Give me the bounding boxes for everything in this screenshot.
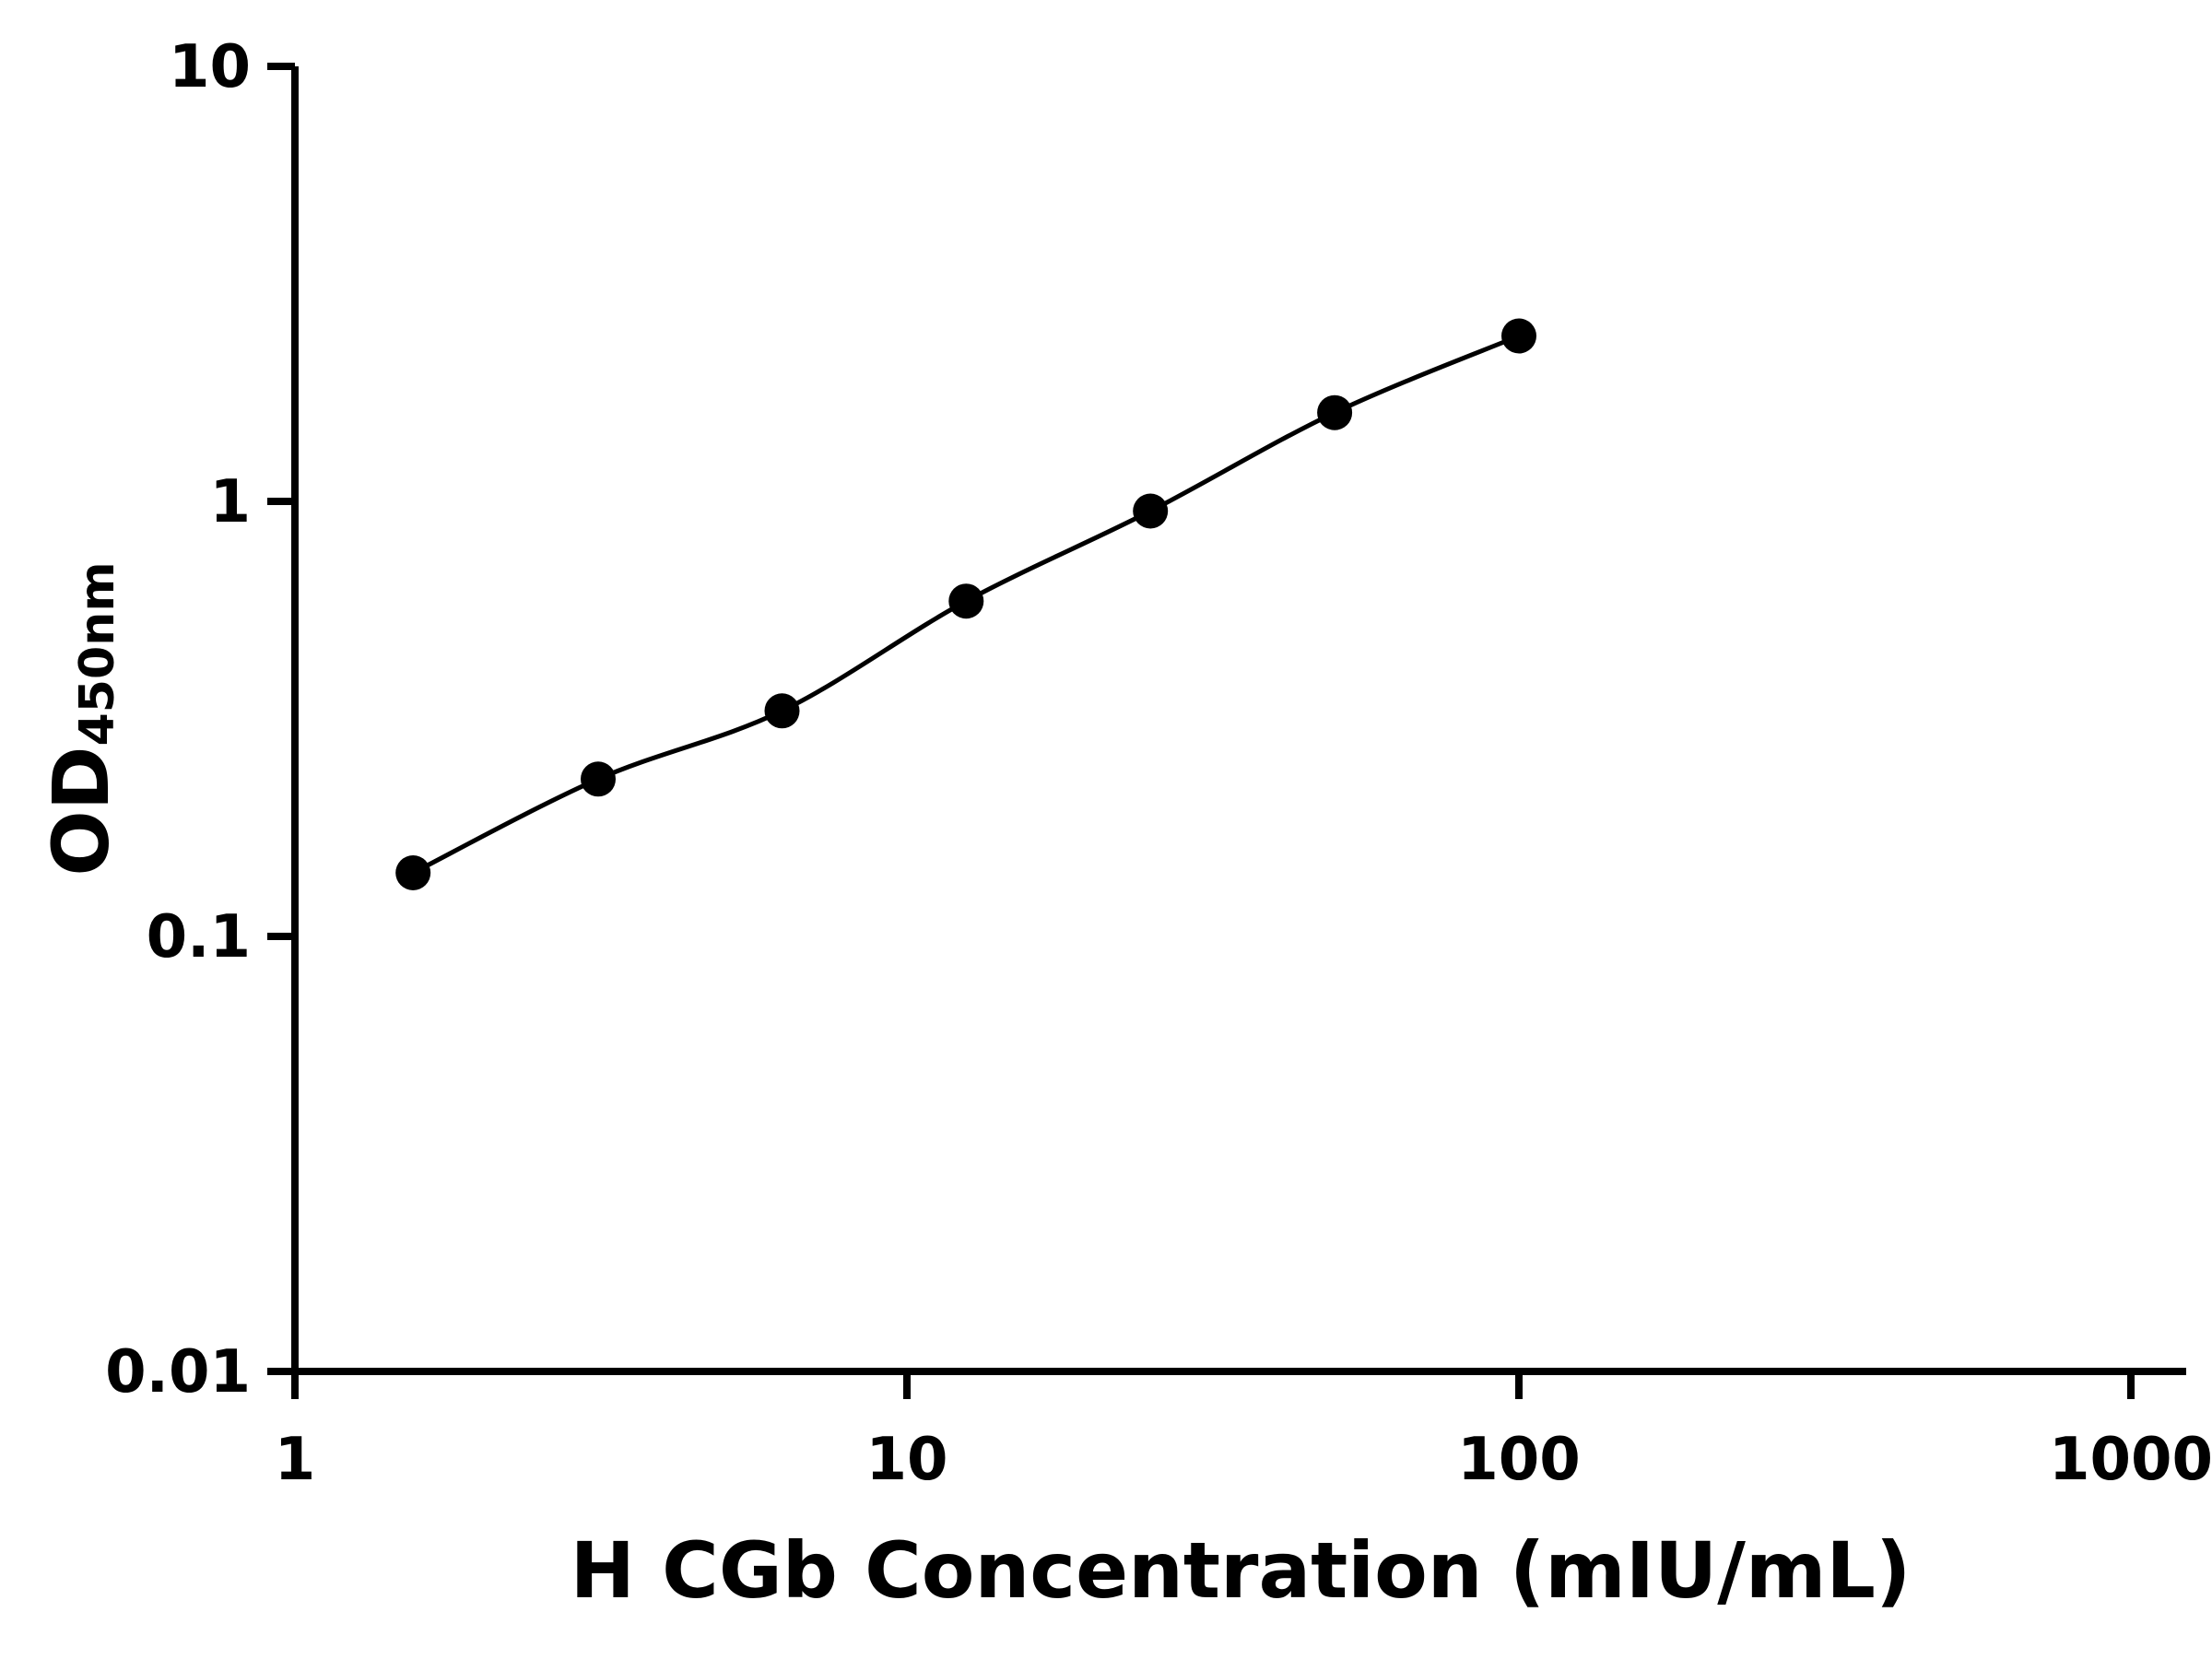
x-tick-label: 10 [865, 1426, 947, 1494]
data-point [1317, 394, 1353, 430]
data-point [764, 693, 800, 729]
data-point [1501, 318, 1536, 354]
y-tick-label: 0.01 [105, 1338, 251, 1406]
y-tick-label: 1 [209, 468, 251, 536]
y-axis-title: OD450nm [36, 561, 126, 876]
x-axis-title: H CGb Concentration (mIU/mL) [570, 1525, 1912, 1616]
data-point [1133, 493, 1169, 529]
x-tick-label: 100 [1457, 1426, 1581, 1494]
y-axis-title-subscript: 450nm [70, 561, 126, 747]
y-tick-label: 10 [169, 33, 251, 101]
x-tick-label: 1 [275, 1426, 316, 1494]
data-point [948, 583, 984, 619]
x-tick-label: 1000 [2049, 1426, 2212, 1494]
y-tick-label: 0.1 [147, 903, 251, 971]
data-point [581, 761, 616, 797]
data-point [395, 855, 431, 890]
y-axis-title-main: OD [36, 746, 126, 877]
